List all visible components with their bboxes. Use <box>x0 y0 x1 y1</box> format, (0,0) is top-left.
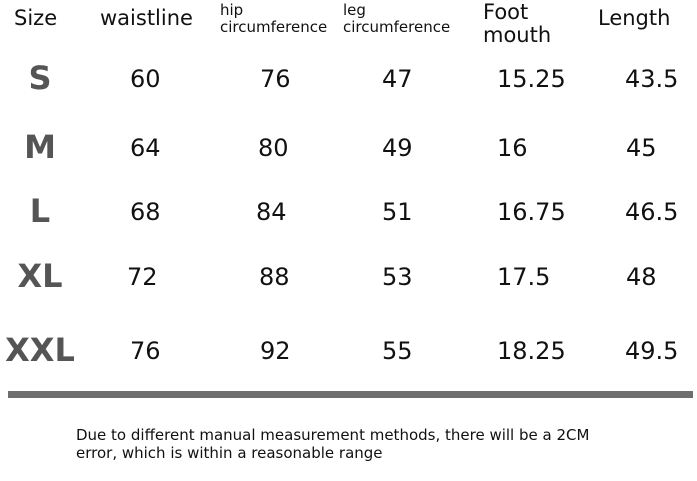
cell-value: 72 <box>127 263 158 291</box>
cell-value: 92 <box>260 337 291 365</box>
cell-value: 18.25 <box>497 337 566 365</box>
cell-value: 49 <box>382 134 413 162</box>
size-label: S <box>28 59 52 97</box>
cell-value: 80 <box>258 134 289 162</box>
size-label: M <box>24 128 56 166</box>
column-header: waistline <box>100 6 193 30</box>
cell-value: 15.25 <box>497 65 566 93</box>
divider <box>8 391 693 398</box>
cell-value: 46.5 <box>625 198 679 226</box>
cell-value: 43.5 <box>625 65 679 93</box>
cell-value: 76 <box>260 65 291 93</box>
size-label: XXL <box>5 331 75 369</box>
cell-value: 17.5 <box>497 263 551 291</box>
cell-value: 47 <box>382 65 413 93</box>
cell-value: 88 <box>259 263 290 291</box>
cell-value: 64 <box>130 134 161 162</box>
column-header: hip <box>220 1 244 19</box>
cell-value: 60 <box>130 65 161 93</box>
column-header: Size <box>14 6 58 30</box>
cell-value: 76 <box>130 337 161 365</box>
column-header: Foot <box>483 0 529 24</box>
cell-value: 45 <box>626 134 657 162</box>
cell-value: 16.75 <box>497 198 566 226</box>
cell-value: 48 <box>626 263 657 291</box>
column-header: Length <box>598 6 671 30</box>
size-label: L <box>29 192 51 230</box>
column-header: circumference <box>343 18 451 36</box>
cell-value: 53 <box>382 263 413 291</box>
cell-value: 55 <box>382 337 413 365</box>
size-label: XL <box>17 257 63 295</box>
note-text: error, which is within a reasonable rang… <box>76 444 383 462</box>
cell-value: 51 <box>382 198 413 226</box>
cell-value: 84 <box>256 198 287 226</box>
cell-value: 68 <box>130 198 161 226</box>
column-header: leg <box>343 1 366 19</box>
cell-value: 49.5 <box>625 337 679 365</box>
column-header: circumference <box>220 18 328 36</box>
cell-value: 16 <box>497 134 528 162</box>
column-header: mouth <box>483 23 552 47</box>
note-text: Due to different manual measurement meth… <box>76 426 590 444</box>
